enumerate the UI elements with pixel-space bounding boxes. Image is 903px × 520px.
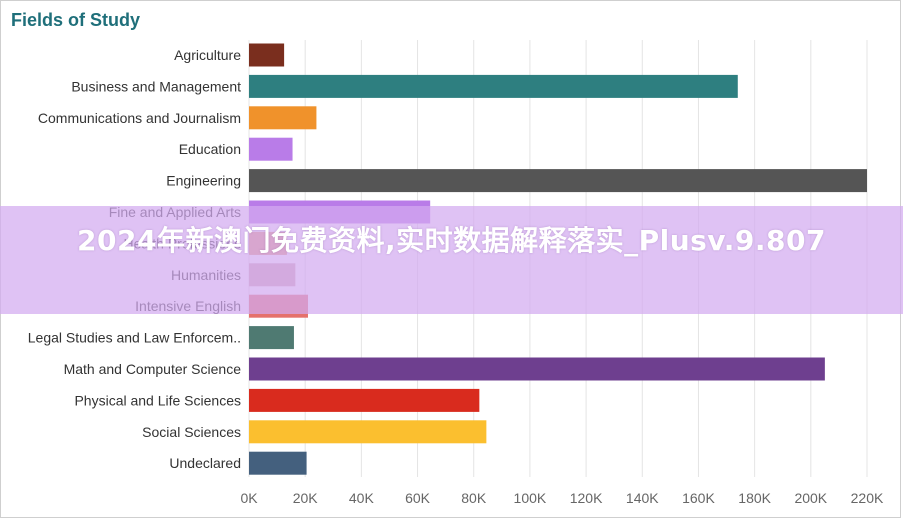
category-label: Agriculture — [174, 47, 241, 63]
watermark-banner — [0, 206, 903, 314]
chart-title: Fields of Study — [11, 10, 141, 30]
category-label: Communications and Journalism — [38, 110, 241, 126]
x-tick-label: 120K — [570, 490, 603, 506]
category-label: Legal Studies and Law Enforcem.. — [28, 330, 241, 346]
x-tick-label: 0K — [240, 490, 258, 506]
bar[interactable] — [249, 106, 317, 130]
x-tick-label: 40K — [349, 490, 375, 506]
bar[interactable] — [249, 451, 307, 475]
category-label: Social Sciences — [142, 424, 241, 440]
x-tick-label: 100K — [514, 490, 547, 506]
x-axis-ticks: 0K 20K 40K 60K 80K 100K 120K 140K 160K 180K 200K 22… — [240, 490, 884, 506]
x-tick-label: 140K — [626, 490, 659, 506]
category-label: Math and Computer Science — [64, 361, 242, 377]
bar[interactable] — [249, 388, 480, 412]
x-tick-label: 60K — [405, 490, 431, 506]
x-tick-label: 220K — [851, 490, 884, 506]
bar[interactable] — [249, 357, 825, 381]
bar[interactable] — [249, 326, 294, 350]
bar[interactable] — [249, 74, 738, 98]
watermark-text: 2024年新澳门免费资料,实时数据解释落实_Plusv.9.807 — [77, 224, 826, 257]
category-label: Business and Management — [71, 78, 241, 94]
bar[interactable] — [249, 137, 293, 161]
bar[interactable] — [249, 43, 285, 67]
x-tick-label: 200K — [794, 490, 827, 506]
x-tick-label: 20K — [293, 490, 319, 506]
x-tick-label: 80K — [461, 490, 487, 506]
category-label: Physical and Life Sciences — [74, 392, 241, 408]
x-tick-label: 160K — [682, 490, 715, 506]
bar[interactable] — [249, 169, 867, 193]
bar[interactable] — [249, 420, 487, 444]
category-label: Education — [179, 141, 241, 157]
category-label: Engineering — [166, 173, 241, 189]
category-label: Undeclared — [169, 455, 241, 471]
x-tick-label: 180K — [738, 490, 771, 506]
